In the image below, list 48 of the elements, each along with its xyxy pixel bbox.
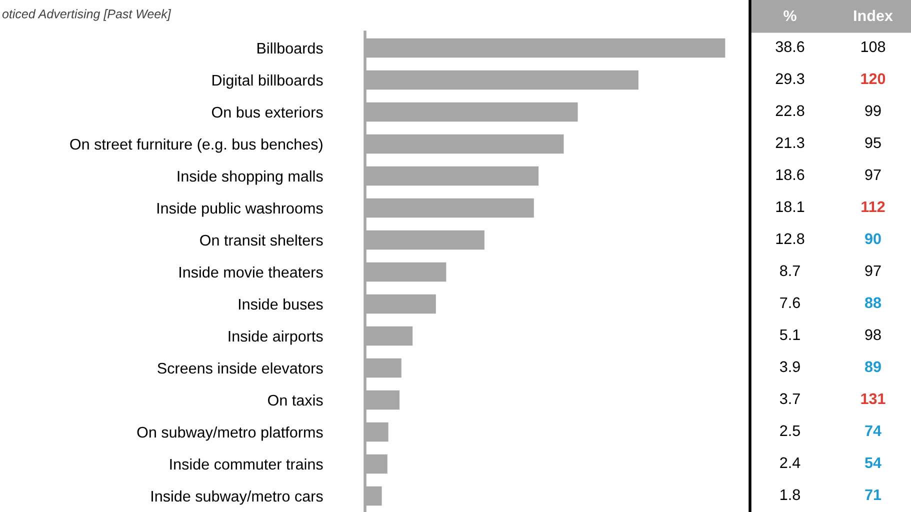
data-label: 5.1 (780, 329, 800, 340)
data-label: 74 (865, 425, 882, 436)
data-label: 18.6 (776, 169, 804, 180)
y-tick-label: Screens inside elevators (158, 362, 323, 374)
data-label: 18.1 (776, 201, 804, 212)
data-label: 38.6 (776, 41, 804, 52)
data-label: 1.8 (780, 489, 800, 500)
data-label: 97 (865, 265, 881, 276)
data-label: 131 (861, 393, 886, 404)
data-label: 29.3 (776, 73, 804, 84)
y-tick-label: Inside shopping malls (178, 170, 323, 185)
y-tick-label: Inside subway/metro cars (152, 490, 323, 505)
y-tick-label: Inside commuter trains (170, 458, 323, 470)
data-label: 95 (865, 137, 881, 148)
data-label: 112 (862, 201, 885, 212)
text: Index (854, 10, 893, 22)
y-tick-label: Billboards (258, 42, 323, 54)
data-label: 54 (864, 457, 882, 468)
data-label: 120 (861, 73, 886, 84)
y-tick-label: Digital billboards (212, 74, 323, 89)
text: % (784, 10, 796, 22)
data-label: 22.8 (776, 105, 804, 116)
y-tick-label: On transit shelters (200, 234, 323, 246)
data-label: 71 (865, 489, 882, 500)
data-label: 97 (865, 169, 881, 180)
y-tick-label: Inside buses (238, 298, 323, 310)
data-label: 108 (861, 41, 886, 52)
y-tick-label: Inside airports (228, 330, 323, 345)
data-label: 2.5 (780, 425, 800, 436)
data-label: 21.3 (776, 137, 804, 148)
data-label: 88 (864, 297, 882, 308)
y-tick-label: On subway/metro platforms (137, 426, 323, 441)
data-label: 98 (865, 329, 881, 340)
data-label: 99 (865, 105, 881, 116)
data-label: 3.7 (780, 393, 800, 404)
data-label: 7.6 (780, 297, 800, 308)
data-label: 3.9 (780, 361, 800, 372)
text: oticed Advertising [Past Week] (2, 9, 172, 21)
data-label: 89 (864, 361, 881, 372)
data-label: 90 (865, 233, 881, 244)
y-tick-label: On bus exteriors (212, 106, 323, 118)
y-tick-label: Inside movie theaters (180, 266, 323, 278)
y-tick-label: On taxis (268, 394, 323, 406)
y-tick-label: On street furniture (e.g. bus benches) (70, 138, 322, 153)
data-label: 12.8 (776, 233, 804, 244)
data-label: 2.4 (780, 457, 800, 468)
y-tick-label: Inside public washrooms (157, 202, 323, 217)
data-label: 8.7 (780, 265, 800, 276)
